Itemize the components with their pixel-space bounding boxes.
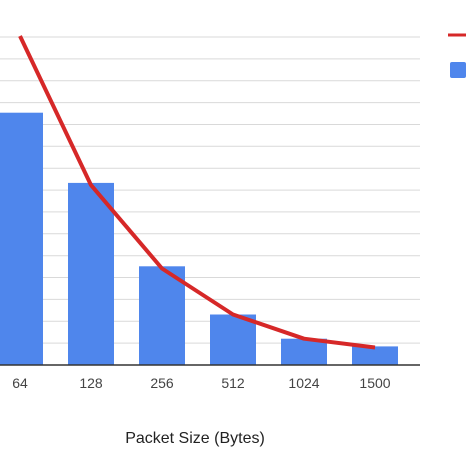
x-tick-label-1500: 1500 <box>359 375 390 391</box>
x-tick-label-128: 128 <box>79 375 103 391</box>
bar-256 <box>139 266 185 365</box>
bar-64 <box>0 112 43 365</box>
line-path <box>18 35 376 350</box>
x-tick-label-512: 512 <box>221 375 245 391</box>
bar-128 <box>68 182 114 365</box>
x-tick-label-1024: 1024 <box>288 375 319 391</box>
legend-bar-swatch <box>450 62 466 78</box>
bar-1500 <box>352 346 398 365</box>
x-axis-title: Packet Size (Bytes) <box>125 430 265 447</box>
x-tick-label-256: 256 <box>150 375 174 391</box>
x-tick-label-64: 64 <box>12 375 28 391</box>
x-tick-labels: 64 128 256 512 1024 1500 <box>12 375 391 391</box>
line-series <box>18 35 376 350</box>
bar-series <box>0 112 398 365</box>
bar-1024 <box>281 338 327 365</box>
gridlines <box>0 36 420 344</box>
legend <box>448 33 466 78</box>
bar-512 <box>210 314 256 365</box>
